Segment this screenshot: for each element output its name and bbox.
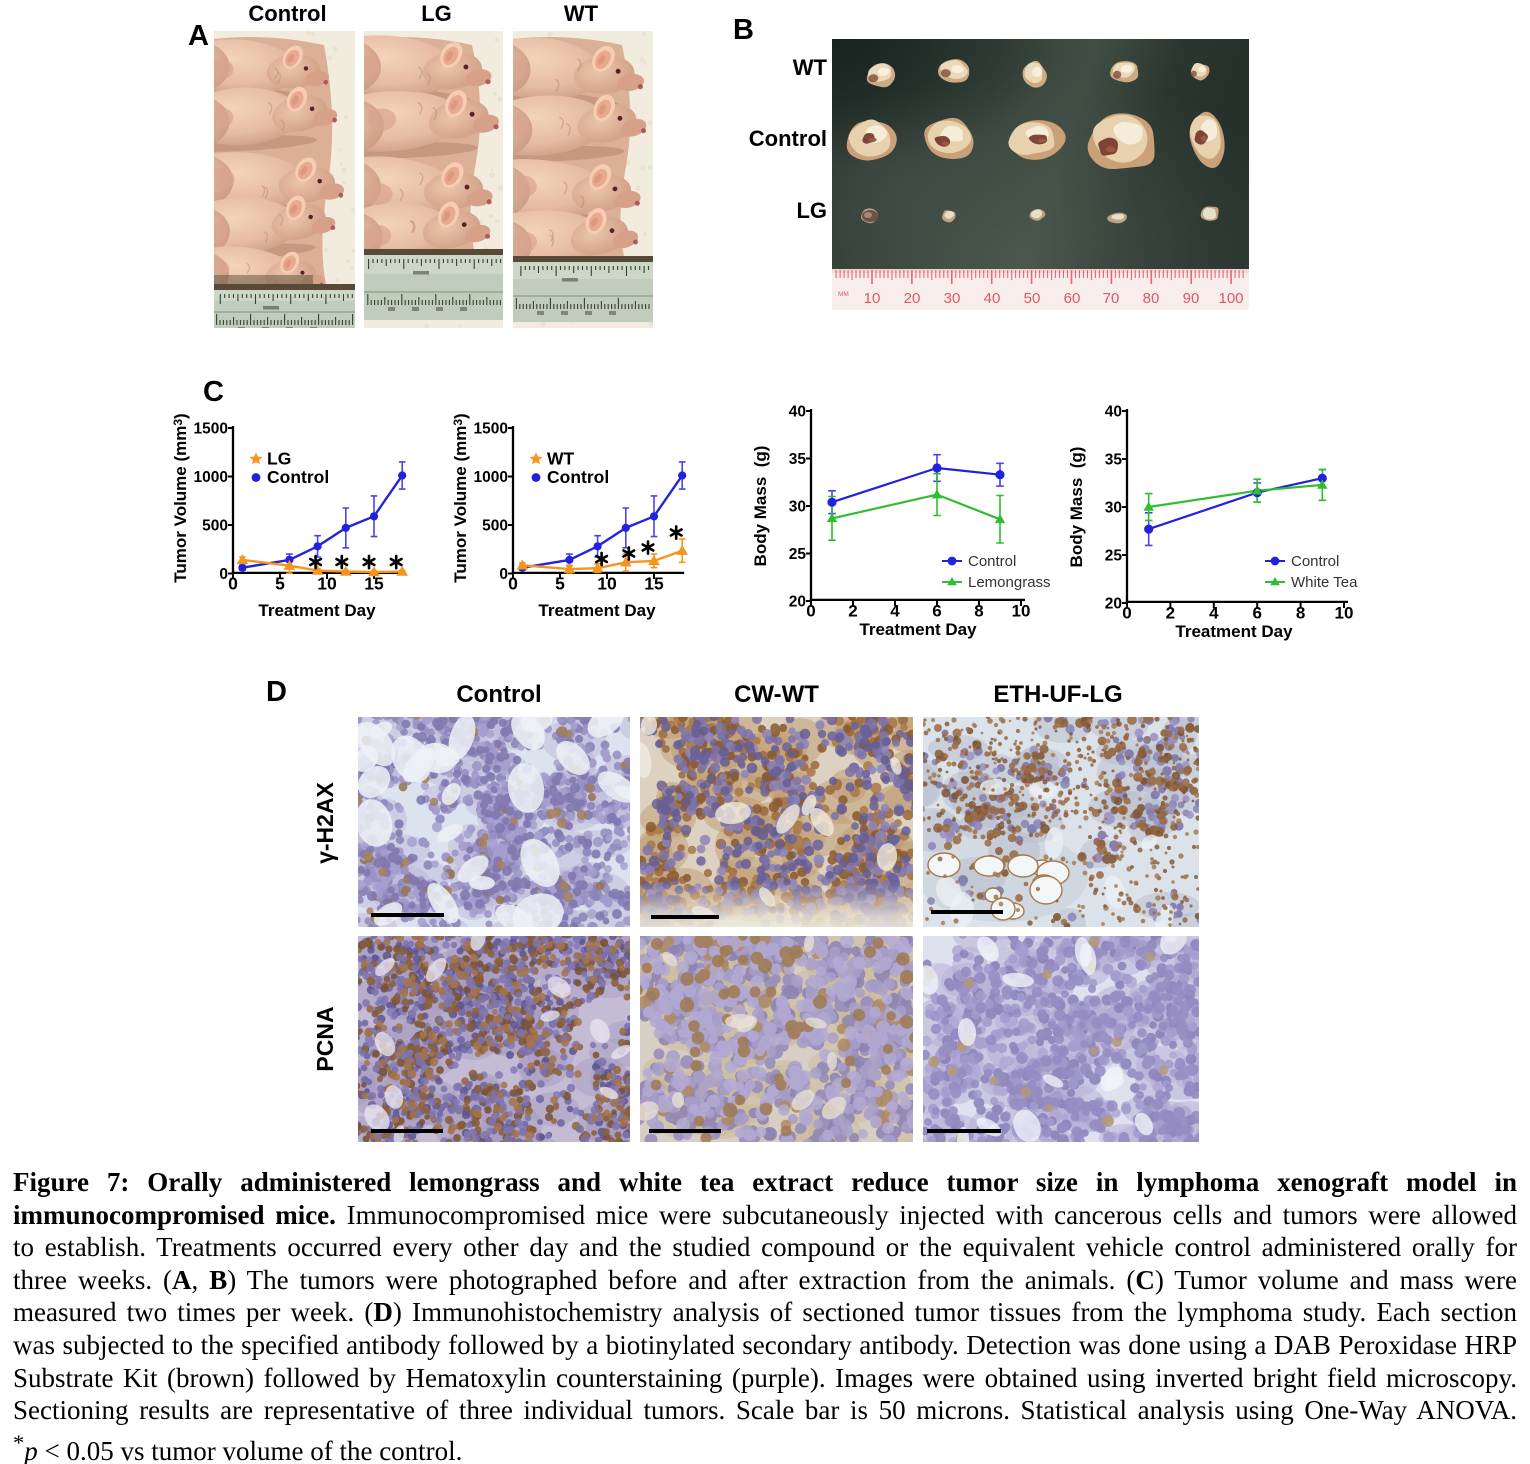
svg-text:35: 35 bbox=[789, 451, 807, 468]
svg-text:500: 500 bbox=[482, 518, 508, 535]
svg-text:1500: 1500 bbox=[194, 421, 228, 438]
svg-text:Body Mass (g): Body Mass (g) bbox=[1067, 447, 1086, 568]
svg-text:Treatment Day: Treatment Day bbox=[258, 601, 376, 620]
svg-text:Tumor Volume (mm3): Tumor Volume (mm3) bbox=[451, 413, 470, 582]
svg-text:40: 40 bbox=[1105, 404, 1122, 421]
svg-text:25: 25 bbox=[1105, 548, 1123, 565]
svg-text:10: 10 bbox=[597, 574, 617, 594]
svg-text:20: 20 bbox=[1105, 596, 1122, 613]
svg-text:Tumor Volume (mm3): Tumor Volume (mm3) bbox=[171, 413, 190, 582]
svg-text:40: 40 bbox=[789, 404, 806, 421]
svg-text:WT: WT bbox=[547, 449, 575, 469]
svg-text:8: 8 bbox=[1296, 604, 1305, 623]
svg-text:35: 35 bbox=[1105, 452, 1123, 469]
svg-text:10: 10 bbox=[1012, 602, 1031, 621]
svg-text:90: 90 bbox=[1183, 290, 1200, 307]
svg-text:Lemongrass: Lemongrass bbox=[968, 574, 1051, 591]
svg-text:70: 70 bbox=[1103, 290, 1120, 307]
svg-text:5: 5 bbox=[555, 574, 565, 594]
svg-text:Treatment Day: Treatment Day bbox=[859, 620, 977, 639]
svg-text:10: 10 bbox=[1335, 604, 1354, 623]
svg-text:500: 500 bbox=[202, 518, 228, 535]
svg-text:Control: Control bbox=[267, 467, 329, 487]
svg-text:Control: Control bbox=[547, 467, 609, 487]
svg-text:30: 30 bbox=[1105, 500, 1122, 517]
svg-text:50: 50 bbox=[1024, 290, 1041, 307]
svg-text:0: 0 bbox=[806, 602, 815, 621]
svg-text:15: 15 bbox=[364, 574, 384, 594]
svg-text:Control: Control bbox=[968, 553, 1016, 570]
svg-text:10: 10 bbox=[864, 290, 881, 307]
svg-text:10: 10 bbox=[317, 574, 337, 594]
svg-text:5: 5 bbox=[275, 574, 285, 594]
svg-text:15: 15 bbox=[644, 574, 664, 594]
svg-text:6: 6 bbox=[1252, 604, 1261, 623]
svg-text:100: 100 bbox=[1218, 290, 1243, 307]
svg-text:1000: 1000 bbox=[194, 469, 228, 486]
svg-text:0: 0 bbox=[1122, 604, 1131, 623]
svg-text:20: 20 bbox=[789, 594, 806, 611]
svg-text:2: 2 bbox=[848, 602, 857, 621]
svg-text:40: 40 bbox=[984, 290, 1001, 307]
svg-text:60: 60 bbox=[1064, 290, 1081, 307]
svg-text:30: 30 bbox=[789, 499, 806, 516]
svg-text:8: 8 bbox=[974, 602, 983, 621]
svg-text:Treatment Day: Treatment Day bbox=[538, 601, 656, 620]
svg-text:2: 2 bbox=[1166, 604, 1175, 623]
svg-text:80: 80 bbox=[1143, 290, 1160, 307]
svg-text:0: 0 bbox=[228, 574, 238, 594]
svg-text:0: 0 bbox=[219, 566, 228, 583]
svg-text:1000: 1000 bbox=[474, 469, 508, 486]
svg-text:1500: 1500 bbox=[474, 421, 508, 438]
svg-text:MM: MM bbox=[838, 291, 849, 298]
svg-text:25: 25 bbox=[789, 546, 807, 563]
svg-text:4: 4 bbox=[1209, 604, 1219, 623]
svg-text:Body Mass (g): Body Mass (g) bbox=[751, 446, 770, 567]
svg-text:Control: Control bbox=[1291, 553, 1339, 570]
svg-text:LG: LG bbox=[267, 449, 291, 469]
svg-text:White Tea: White Tea bbox=[1291, 574, 1358, 591]
svg-text:4: 4 bbox=[890, 602, 900, 621]
svg-text:Treatment Day: Treatment Day bbox=[1175, 622, 1293, 641]
svg-text:30: 30 bbox=[944, 290, 961, 307]
svg-text:0: 0 bbox=[508, 574, 518, 594]
svg-text:6: 6 bbox=[932, 602, 941, 621]
svg-text:20: 20 bbox=[904, 290, 921, 307]
svg-text:0: 0 bbox=[499, 566, 508, 583]
